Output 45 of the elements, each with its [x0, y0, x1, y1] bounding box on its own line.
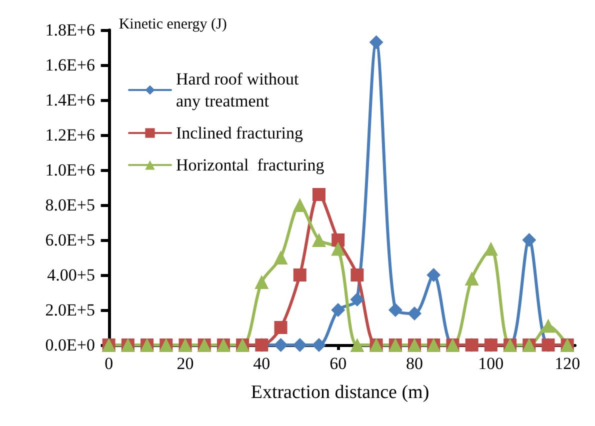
- point: [254, 275, 269, 289]
- x-tick-label: 80: [406, 354, 424, 373]
- point: [312, 188, 326, 201]
- point: [274, 321, 288, 334]
- y-tick-label: 6.0E+5: [45, 230, 95, 250]
- point: [274, 338, 288, 352]
- y-tick-label: 0.0E+0: [45, 336, 95, 354]
- point: [369, 35, 384, 50]
- y-tick-label: 1.4E+6: [45, 90, 95, 110]
- point: [312, 233, 326, 247]
- point: [541, 318, 556, 333]
- point: [312, 338, 326, 352]
- point: [408, 306, 422, 320]
- y-tick-label: 8.0E+5: [45, 196, 95, 214]
- point: [522, 233, 536, 247]
- point: [464, 272, 479, 286]
- x-axis-title: Extraction distance (m): [250, 382, 430, 403]
- legend-label: Horizontal fracturing: [176, 156, 325, 174]
- y-tick-label: 2.0E+5: [45, 300, 95, 320]
- point: [331, 303, 346, 317]
- y-tick-label: 1.6E+6: [45, 56, 95, 74]
- y-tick-label: 1.8E+6: [45, 20, 95, 40]
- x-tick-label: 100: [478, 354, 504, 373]
- point: [274, 250, 288, 264]
- y-axis-title: Kinetic energy (J): [118, 16, 227, 32]
- point: [332, 234, 345, 246]
- point: [350, 338, 364, 352]
- point: [292, 338, 307, 352]
- y-tick-label: 1.2E+6: [45, 126, 95, 144]
- y-tick-label: 4.00+5: [47, 266, 95, 284]
- x-tick-label: 20: [176, 354, 194, 373]
- point: [350, 268, 364, 282]
- point: [292, 198, 307, 212]
- legend-label: Inclined fracturing: [176, 124, 304, 142]
- point: [426, 268, 441, 282]
- point: [388, 303, 402, 317]
- point: [331, 242, 346, 256]
- x-tick-label: 60: [330, 354, 347, 373]
- legend-label: Hard roof without any treatment: [176, 70, 300, 110]
- point: [293, 268, 306, 282]
- x-tick-label: 0: [104, 354, 114, 373]
- x-tick-label: 120: [554, 354, 580, 373]
- point: [350, 292, 364, 306]
- x-tick-label: 40: [253, 354, 270, 373]
- y-tick-label: 1.0E+6: [45, 160, 95, 180]
